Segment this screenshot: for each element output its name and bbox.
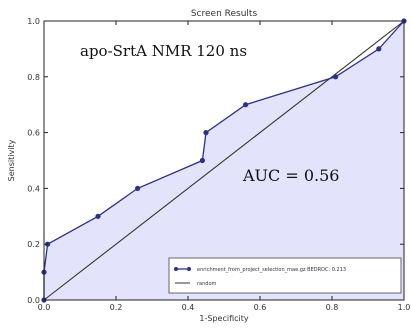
y-tick-label: 0.0 — [27, 296, 40, 305]
plot-frame — [43, 20, 405, 301]
x-tick-label: 0.6 — [254, 303, 267, 312]
x-tick-label: 1.0 — [398, 303, 411, 312]
roc-point — [95, 213, 101, 219]
legend-roc-label: enrichment_from_project_selection_mae.gz… — [197, 267, 346, 273]
legend-roc-marker — [187, 267, 191, 271]
chart-title: Screen Results — [191, 9, 258, 19]
legend-random-label: random — [197, 281, 217, 287]
roc-point — [203, 130, 209, 136]
legend-roc-marker — [174, 267, 178, 271]
y-tick-label: 0.8 — [27, 73, 40, 82]
x-tick-label: 0.0 — [38, 303, 51, 312]
annotation-dataset: apo-SrtA NMR 120 ns — [80, 42, 247, 60]
roc-point — [199, 157, 205, 164]
x-tick-label: 0.4 — [182, 303, 195, 312]
x-axis-label: 1-Specificity — [199, 314, 248, 323]
x-tick-label: 0.8 — [326, 303, 339, 312]
y-axis-label: Sensitivity — [7, 139, 16, 181]
legend-box — [168, 257, 402, 294]
x-tick-label: 0.2 — [110, 303, 123, 312]
y-tick-label: 0.6 — [27, 129, 40, 138]
roc-point — [243, 102, 249, 108]
roc-point — [333, 74, 339, 80]
roc-point — [135, 185, 141, 191]
annotation-auc: AUC = 0.56 — [242, 166, 339, 185]
y-tick-label: 0.2 — [27, 240, 40, 249]
random-diagonal-line — [43, 20, 405, 301]
y-tick-label: 0.4 — [27, 184, 40, 193]
roc-point — [376, 46, 382, 52]
y-tick-label: 1.0 — [27, 17, 40, 26]
